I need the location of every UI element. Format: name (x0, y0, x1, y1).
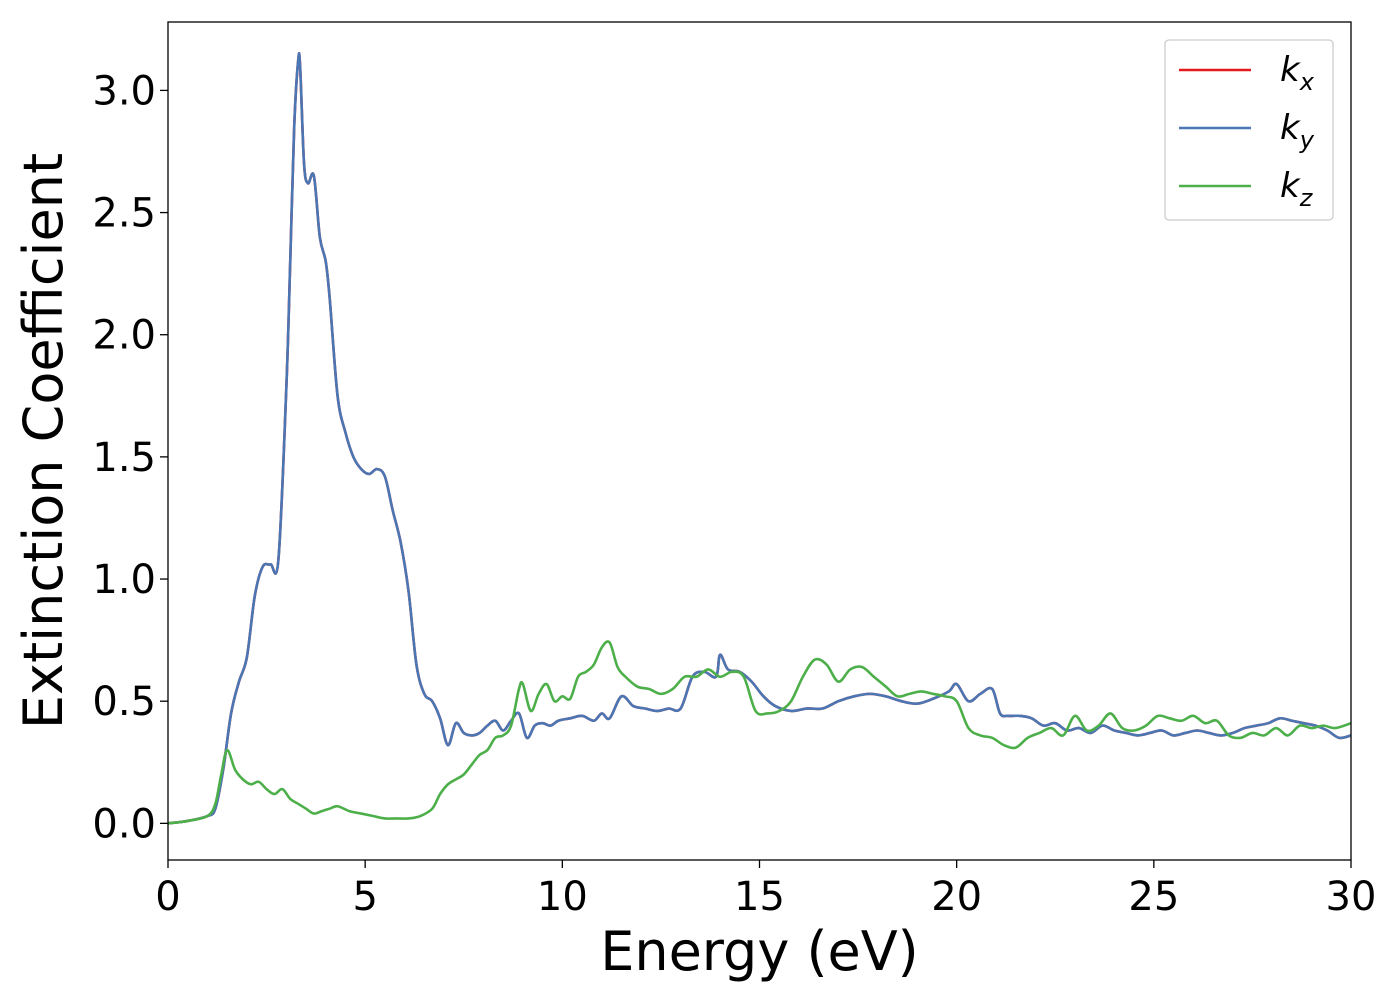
series-layer (168, 52, 1351, 825)
y-tick-label: 0.0 (92, 801, 156, 847)
x-axis-ticks: 0 5 10 15 20 25 30 (155, 860, 1376, 920)
y-tick-label: 2.0 (92, 313, 156, 359)
legend-label-kz: kz (1280, 166, 1314, 212)
x-tick-label: 20 (931, 874, 982, 920)
x-tick-label: 10 (537, 874, 588, 920)
legend: kx ky kz (1164, 39, 1334, 221)
legend-box (1164, 39, 1334, 221)
x-tick-label: 15 (734, 874, 785, 920)
x-tick-label: 5 (352, 874, 377, 920)
y-tick-label: 1.5 (92, 435, 156, 481)
y-tick-label: 3.0 (92, 68, 156, 114)
legend-label-kx: kx (1280, 50, 1315, 96)
y-axis-label: Extinction Coefficient (12, 153, 75, 729)
y-tick-label: 1.0 (92, 557, 156, 603)
x-axis-label: Energy (eV) (600, 920, 919, 983)
series-line-ky (168, 52, 1351, 825)
y-tick-label: 0.5 (92, 679, 156, 725)
x-tick-label: 0 (155, 874, 180, 920)
y-axis-ticks: 0.0 0.5 1.0 1.5 2.0 2.5 3.0 (92, 68, 168, 847)
legend-label-ky: ky (1280, 108, 1315, 154)
series-line-kz (168, 640, 1351, 825)
x-tick-label: 30 (1326, 874, 1377, 920)
x-tick-label: 25 (1128, 874, 1179, 920)
y-tick-label: 2.5 (92, 191, 156, 237)
